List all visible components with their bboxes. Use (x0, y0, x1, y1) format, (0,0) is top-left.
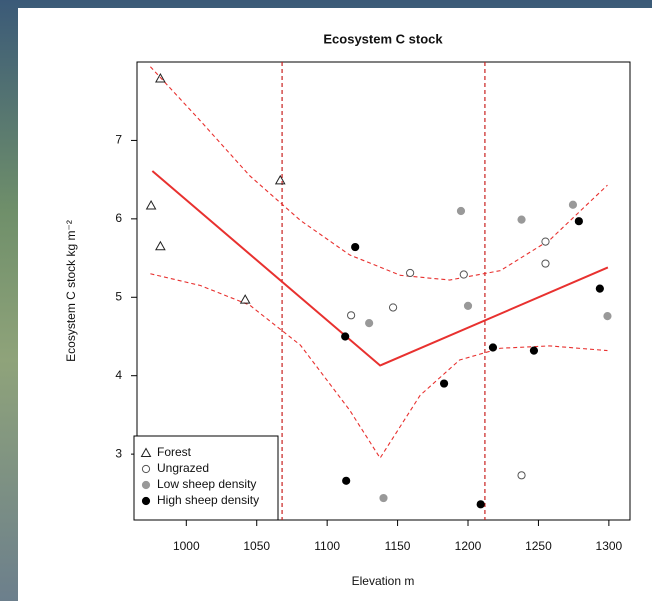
point (155, 72, 166, 83)
point (568, 200, 578, 209)
legend-label: High sheep density (157, 493, 259, 507)
point (529, 346, 539, 355)
y-tick-label: 6 (115, 211, 122, 225)
point (517, 215, 526, 224)
y-tick-label: 7 (115, 133, 122, 147)
plot-frame (136, 61, 631, 521)
point (439, 379, 449, 388)
x-axis-label: Elevation m (352, 574, 415, 588)
legend-box (133, 435, 279, 521)
point (274, 174, 286, 185)
legend-marker (141, 480, 151, 490)
point (239, 294, 251, 304)
point (541, 237, 550, 246)
x-tick-label: 1300 (596, 539, 623, 553)
point (365, 319, 374, 328)
legend-marker (141, 464, 151, 474)
point (406, 268, 415, 278)
point (595, 284, 604, 293)
point (603, 311, 612, 321)
point (351, 242, 360, 252)
x-tick-label: 1000 (173, 539, 200, 553)
legend-label: Low sheep density (157, 477, 256, 491)
point (541, 259, 550, 268)
point (145, 199, 157, 210)
point (155, 240, 166, 251)
chart-title: Ecosystem C stock (323, 31, 443, 46)
point (574, 217, 583, 226)
legend-marker (141, 496, 151, 506)
x-tick-label: 1100 (314, 539, 340, 553)
y-tick-label: 5 (115, 289, 122, 303)
confidence-band (149, 66, 608, 281)
y-tick-label: 3 (115, 446, 122, 460)
panel (18, 8, 652, 601)
confidence-band (150, 273, 608, 460)
point (379, 493, 388, 503)
point (456, 206, 466, 216)
point (347, 311, 356, 320)
legend-label: Ungrazed (157, 461, 209, 475)
fit-line (151, 170, 609, 367)
point (517, 471, 526, 480)
point (388, 303, 398, 312)
point (342, 476, 351, 485)
y-tick-label: 4 (115, 368, 122, 382)
x-tick-label: 1250 (525, 539, 552, 553)
x-tick-label: 1150 (385, 539, 411, 553)
x-tick-label: 1050 (243, 539, 270, 553)
point (476, 500, 485, 509)
legend-label: Forest (157, 445, 192, 459)
point (459, 270, 468, 279)
legend-marker (140, 447, 152, 457)
x-tick-label: 1200 (455, 539, 482, 553)
point (463, 301, 473, 311)
point (341, 332, 350, 341)
point (488, 343, 498, 352)
y-axis-label: Ecosystem C stock kg m⁻² (64, 220, 78, 362)
